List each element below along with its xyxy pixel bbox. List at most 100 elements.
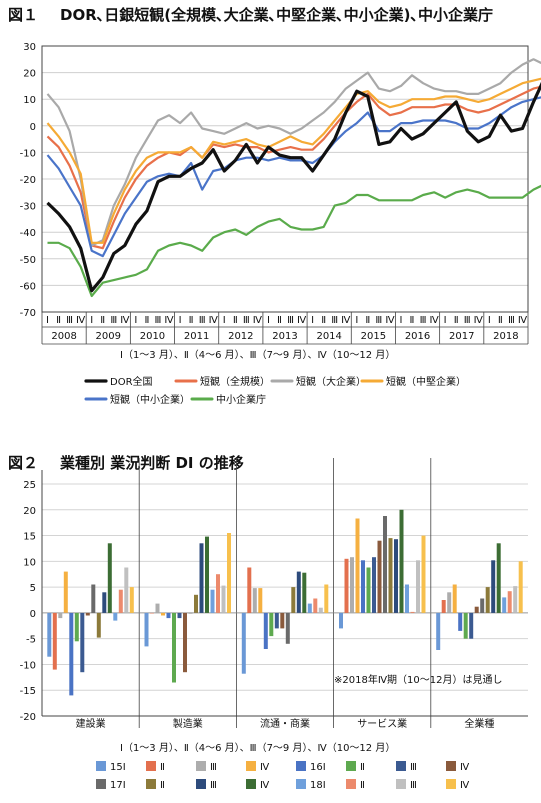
bar	[69, 612, 74, 696]
legend-label: 中小企業庁	[216, 393, 266, 406]
x-quarter-label: Ⅱ	[277, 315, 282, 326]
x-year-label: 2009	[96, 331, 121, 342]
bar	[447, 592, 452, 613]
legend-label: 15Ⅰ	[110, 762, 126, 773]
legend-label: 17Ⅰ	[110, 780, 126, 791]
x-quarter-label: Ⅱ	[56, 315, 61, 326]
x-quarter-label: Ⅳ	[253, 315, 263, 326]
x-quarter-label: Ⅱ	[410, 315, 415, 326]
bar	[252, 588, 257, 613]
x-quarter-label: Ⅳ	[209, 315, 219, 326]
bar	[216, 574, 220, 613]
series-line	[46, 77, 541, 244]
bar	[324, 584, 329, 613]
bar	[491, 560, 496, 613]
y-tick-label: -5	[26, 635, 36, 646]
x-quarter-label: Ⅱ	[100, 315, 105, 326]
x-quarter-label: Ⅰ	[311, 315, 314, 326]
legend-swatch	[196, 779, 206, 789]
bar	[394, 539, 398, 613]
series-line	[46, 58, 541, 247]
x-quarter-label: Ⅳ	[120, 315, 130, 326]
bar	[166, 612, 171, 619]
legend-swatch	[96, 761, 106, 771]
y-tick-label: -30	[20, 202, 36, 213]
x-category-label: 建設業	[76, 717, 106, 730]
x-quarter-label: Ⅲ	[331, 315, 338, 326]
bar	[285, 612, 290, 644]
figure1-title: 図１ DOR､日銀短観(全規模､大企業､中堅企業､中小企業)､中小企業庁	[8, 4, 493, 25]
quarter-note: Ⅰ（1～3 月）、Ⅱ（4～6 月）、Ⅲ（7～9 月）、Ⅳ（10～12 月）	[120, 742, 395, 754]
bar	[221, 585, 226, 613]
bar	[172, 612, 176, 683]
x-quarter-label: Ⅱ	[498, 315, 503, 326]
x-quarter-label: Ⅳ	[385, 315, 395, 326]
bar	[144, 612, 149, 647]
legend-swatch	[346, 779, 356, 789]
x-quarter-label: Ⅱ	[365, 315, 370, 326]
legend-label: Ⅳ	[260, 762, 270, 773]
y-tick-label: -10	[20, 660, 36, 671]
x-quarter-label: Ⅰ	[46, 315, 49, 326]
x-quarter-label: Ⅳ	[297, 315, 307, 326]
legend-label: Ⅲ	[210, 762, 217, 773]
bar	[452, 584, 457, 613]
x-quarter-label: Ⅲ	[66, 315, 73, 326]
legend-label: Ⅳ	[260, 780, 270, 791]
legend-label: Ⅱ	[360, 762, 365, 773]
bar	[513, 586, 518, 613]
x-quarter-label: Ⅱ	[233, 315, 238, 326]
y-tick-label: 5	[30, 583, 36, 594]
legend-label: 16Ⅰ	[310, 762, 326, 773]
bar	[150, 612, 154, 614]
y-tick-label: 10	[23, 557, 36, 568]
legend-label: 短観（大企業）	[296, 375, 366, 388]
legend-label: 18Ⅰ	[310, 780, 326, 791]
bar	[399, 509, 404, 613]
x-quarter-label: Ⅰ	[488, 315, 491, 326]
legend-swatch	[146, 779, 156, 789]
x-year-label: 2008	[51, 331, 76, 342]
legend-label: Ⅳ	[460, 780, 470, 791]
x-quarter-label: Ⅱ	[189, 315, 194, 326]
bar	[480, 598, 485, 613]
legend-label: 短観（中小企業）	[110, 393, 190, 406]
figure1-title-text: DOR､日銀短観(全規模､大企業､中堅企業､中小企業)､中小企業庁	[60, 6, 493, 24]
bar	[416, 560, 420, 613]
y-tick-label: -20	[20, 175, 36, 186]
x-quarter-label: Ⅱ	[144, 315, 149, 326]
x-year-label: 2010	[140, 331, 165, 342]
bar	[421, 535, 426, 613]
bar	[339, 612, 343, 629]
figure2-number: 図２	[8, 454, 39, 472]
x-quarter-label: Ⅰ	[134, 315, 137, 326]
bar	[227, 533, 231, 613]
bar	[274, 612, 279, 629]
bar	[344, 558, 349, 613]
y-tick-label: -70	[20, 308, 36, 319]
x-category-label: 製造業	[173, 717, 203, 730]
bar	[350, 557, 354, 613]
bar	[496, 543, 501, 613]
bar	[469, 612, 474, 639]
bar	[372, 557, 376, 613]
x-quarter-label: Ⅰ	[223, 315, 226, 326]
bar	[258, 588, 263, 613]
bar	[388, 538, 393, 613]
bar	[383, 516, 387, 613]
bar	[129, 587, 134, 613]
y-tick-label: 0	[30, 122, 36, 133]
series-line	[46, 85, 541, 250]
bar	[269, 612, 274, 637]
bar	[74, 612, 79, 642]
x-year-label: 2016	[405, 331, 430, 342]
bar	[183, 612, 187, 673]
y-tick-label: -10	[20, 148, 36, 159]
bar	[177, 612, 182, 619]
legend-swatch	[296, 779, 306, 789]
bar	[263, 612, 268, 649]
y-tick-label: 0	[30, 609, 36, 620]
bar	[161, 612, 165, 616]
x-category-label: 流通・商業	[260, 717, 310, 730]
y-tick-label: 20	[23, 69, 36, 80]
